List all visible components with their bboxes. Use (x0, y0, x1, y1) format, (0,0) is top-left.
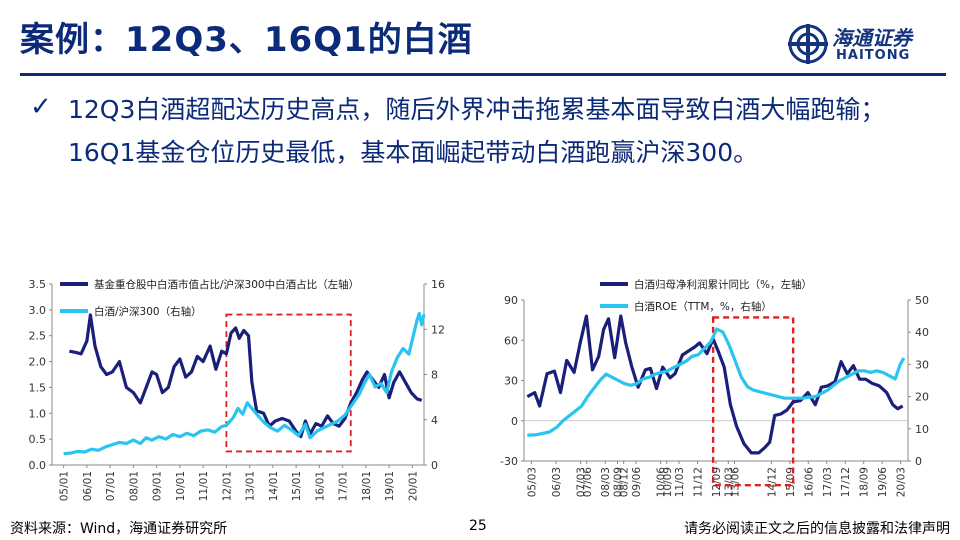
x-tick-label: 10/06 (656, 467, 668, 498)
left-y-tick-label: 30 (504, 375, 518, 388)
left-y-tick-label: 0.5 (29, 433, 47, 446)
x-tick-label: 10/09 (662, 467, 674, 497)
legend-label-1: 基金重仓股中白酒市值占比/沪深300中白酒占比（左轴） (94, 278, 359, 291)
x-tick-label: 17/01 (338, 471, 350, 501)
x-tick-label: 18/01 (361, 471, 373, 501)
haitong-logo-icon (788, 24, 828, 64)
chart-profit-roe: -30 0 30 60 90 0 10 20 30 40 50 05/03 06/03 07/0307/0… (500, 278, 929, 498)
header-divider (20, 73, 946, 76)
x-tick-label: 05/03 (526, 467, 538, 497)
right-y-tick-label: 10 (915, 423, 929, 436)
x-tick-label: 08/12 (619, 467, 631, 497)
right-y-tick-label: 0 (431, 459, 438, 472)
x-tick-label: 07/06 (582, 467, 594, 498)
x-tick-label: 15/01 (291, 471, 303, 501)
left-y-tick-label: 60 (504, 334, 518, 347)
footer-source: 资料来源：Wind，海通证券研究所 (10, 521, 228, 537)
x-tick-label: 19/01 (384, 471, 396, 501)
x-tick-label: 08/01 (128, 471, 140, 501)
left-y-tick-label: 1.0 (29, 407, 47, 420)
left-y-tick-label: 3.5 (29, 278, 47, 291)
left-y-tick-label: -30 (500, 455, 518, 468)
series-line-1 (526, 314, 904, 455)
page-title: 案例：12Q3、16Q1的白酒 (20, 20, 473, 60)
x-tick-label: 15/09 (785, 467, 797, 497)
x-tick-label: 12/01 (221, 471, 233, 501)
left-y-tick-label: 2.5 (29, 330, 47, 343)
x-tick-label: 10/01 (175, 471, 187, 501)
x-tick-label: 14/12 (766, 467, 778, 497)
left-y-tick-label: 2.0 (29, 356, 47, 369)
x-tick-label: 17/12 (840, 467, 852, 497)
logo-chinese-name: 海通证券 (832, 26, 912, 50)
right-y-tick-label: 40 (915, 326, 929, 339)
legend-label-1: 白酒归母净利润累计同比（%，左轴） (634, 278, 812, 291)
highlight-box (225, 313, 352, 453)
chart-fund-allocation: 0.0 0.5 1.0 1.5 2.0 2.5 3.0 3.5 0 4 8 12 16 05/01 06/0… (29, 278, 446, 501)
right-y-tick-label: 12 (431, 323, 445, 336)
x-tick-label: 16/01 (314, 471, 326, 501)
highlight-box (711, 316, 795, 487)
x-tick-label: 12/09 (711, 467, 723, 497)
x-tick-label: 13/01 (245, 471, 257, 501)
x-tick-label: 05/01 (59, 471, 71, 501)
right-y-tick-label: 8 (431, 369, 438, 382)
x-tick-label: 06/01 (82, 471, 94, 501)
series-line-1 (69, 313, 423, 439)
page-number: 25 (469, 518, 487, 534)
x-tick-label: 11/01 (198, 471, 210, 501)
legend-label-2: 白酒ROE（TTM，%，右轴） (634, 300, 772, 313)
series-line-2 (63, 311, 426, 456)
x-tick-label: 20/03 (896, 467, 908, 497)
x-tick-label: 07/01 (105, 471, 117, 501)
left-y-tick-label: 0 (511, 415, 518, 428)
x-tick-label: 06/03 (551, 467, 563, 497)
right-y-tick-label: 30 (915, 358, 929, 371)
x-tick-label: 09/01 (152, 471, 164, 501)
x-tick-label: 18/09 (859, 467, 871, 497)
x-tick-label: 13/03 (723, 467, 735, 497)
left-y-tick-label: 0.0 (29, 459, 47, 472)
footer-disclaimer: 请务必阅读正文之后的信息披露和法律声明 (684, 521, 950, 537)
left-y-tick-label: 3.0 (29, 304, 47, 317)
right-y-tick-label: 4 (431, 414, 438, 427)
logo-english-name: HAITONG (836, 48, 911, 63)
right-y-tick-label: 0 (915, 455, 922, 468)
x-tick-label: 11/03 (674, 467, 686, 497)
x-tick-label: 09/06 (631, 467, 643, 498)
series-line-2 (527, 327, 906, 437)
x-tick-label: 11/12 (693, 467, 705, 497)
x-tick-label: 17/03 (822, 467, 834, 497)
x-tick-label: 16/06 (803, 467, 815, 498)
x-tick-label: 14/01 (268, 471, 280, 501)
bullet-point-text: 12Q3白酒超配达历史高点，随后外界冲击拖累基本面导致白酒大幅跑输；16Q1基金… (68, 95, 886, 167)
checkmark-icon: ✓ (30, 92, 52, 122)
right-y-tick-label: 16 (431, 278, 445, 291)
company-logo: 海通证券 HAITONG (786, 22, 946, 68)
x-tick-label: 08/03 (600, 467, 612, 497)
right-y-tick-label: 20 (915, 391, 929, 404)
legend-label-2: 白酒/沪深300（右轴） (94, 305, 202, 318)
x-tick-label: 07/03 (576, 467, 588, 497)
right-y-tick-label: 50 (915, 294, 929, 307)
x-tick-label: 19/06 (877, 467, 889, 498)
x-tick-label: 08/09 (613, 467, 625, 497)
x-tick-label: 13/06 (729, 467, 741, 498)
x-tick-label: 20/01 (407, 471, 419, 501)
left-y-tick-label: 1.5 (29, 381, 47, 394)
left-y-tick-label: 90 (504, 294, 518, 307)
